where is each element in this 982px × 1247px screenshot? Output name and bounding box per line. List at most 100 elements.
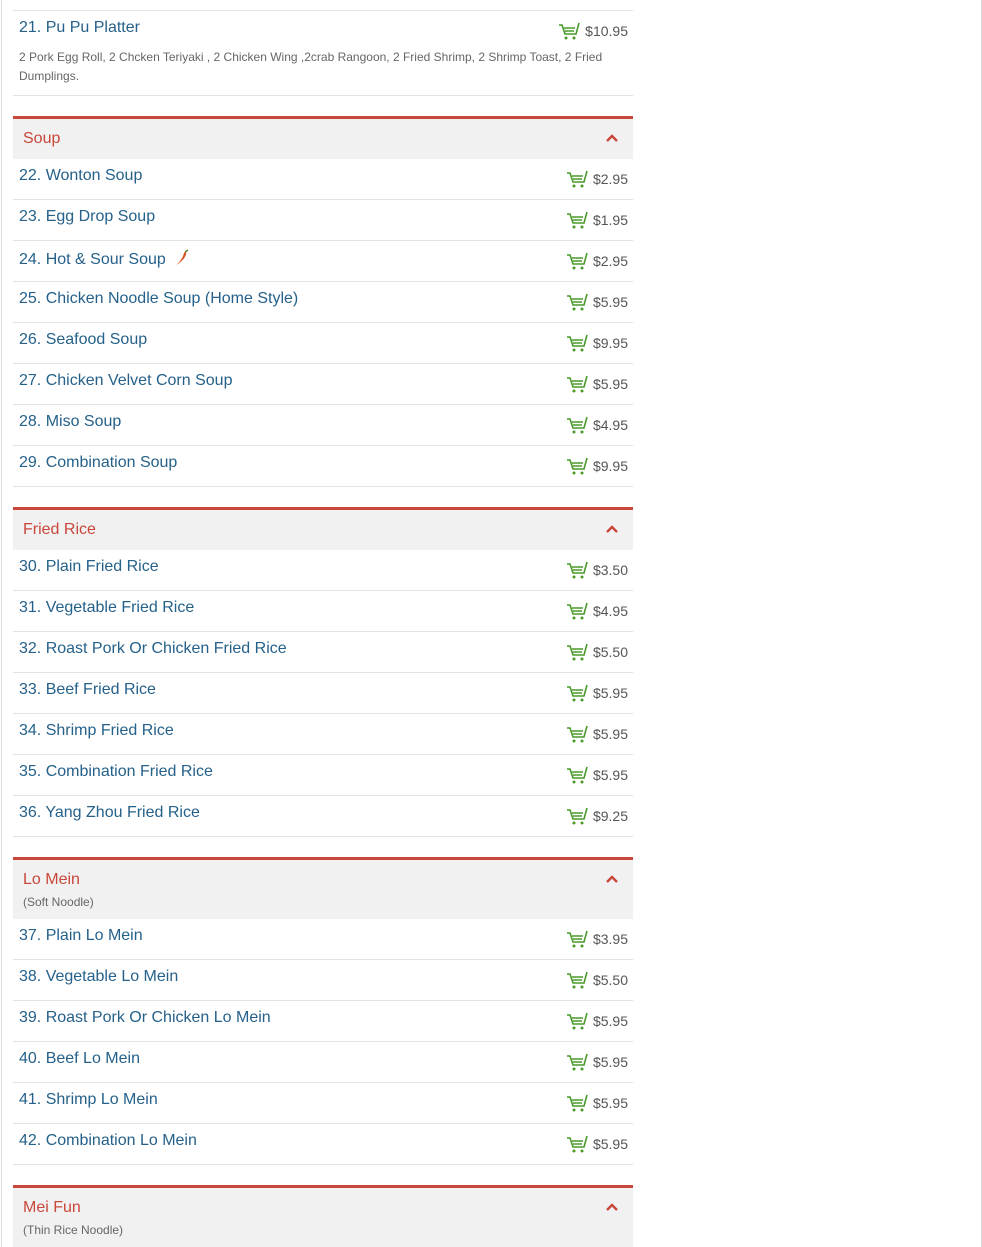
item-name[interactable]: 23. Egg Drop Soup — [19, 208, 155, 226]
item-name[interactable]: 41. Shrimp Lo Mein — [19, 1091, 158, 1109]
cart-icon — [566, 1053, 588, 1071]
add-to-cart-button[interactable]: $5.95 — [566, 1134, 628, 1154]
item-price: $2.95 — [592, 171, 628, 187]
chevron-up-icon[interactable] — [605, 874, 619, 884]
item-name-text: 40. Beef Lo Mein — [19, 1050, 140, 1067]
add-to-cart-button[interactable]: $5.50 — [566, 642, 628, 662]
item-name-text: 29. Combination Soup — [19, 454, 178, 471]
item-name[interactable]: 36. Yang Zhou Fried Rice — [19, 804, 200, 822]
item-name[interactable]: 22. Wonton Soup — [19, 167, 142, 185]
item-name[interactable]: 33. Beef Fried Rice — [19, 681, 156, 699]
menu-item[interactable]: 29. Combination Soup $9.95 — [13, 446, 633, 487]
menu-item[interactable]: 35. Combination Fried Rice $5.95 — [13, 755, 633, 796]
menu-item[interactable]: 33. Beef Fried Rice $5.95 — [13, 673, 633, 714]
add-to-cart-button[interactable]: $2.95 — [566, 251, 628, 271]
chevron-up-icon[interactable] — [605, 524, 619, 534]
add-to-cart-button[interactable]: $9.95 — [566, 333, 628, 353]
add-to-cart-button[interactable]: $4.95 — [566, 601, 628, 621]
item-price: $5.95 — [592, 726, 628, 742]
add-to-cart-button[interactable]: $5.50 — [566, 970, 628, 990]
cart-icon — [566, 293, 588, 311]
section-header-mei-fun[interactable]: Mei Fun (Thin Rice Noodle) — [13, 1185, 633, 1247]
chevron-up-icon[interactable] — [605, 1202, 619, 1212]
section-title: Soup — [23, 130, 61, 147]
cart-icon — [566, 684, 588, 702]
add-to-cart-button[interactable]: $9.95 — [566, 456, 628, 476]
add-to-cart-button[interactable]: $1.95 — [566, 210, 628, 230]
add-to-cart-button[interactable]: $5.95 — [566, 1052, 628, 1072]
menu-item[interactable]: 38. Vegetable Lo Mein $5.50 — [13, 960, 633, 1001]
add-to-cart-button[interactable]: $2.95 — [566, 169, 628, 189]
add-to-cart-button[interactable]: $5.95 — [566, 683, 628, 703]
item-name[interactable]: 21. Pu Pu Platter — [19, 19, 140, 36]
item-name-text: 38. Vegetable Lo Mein — [19, 968, 179, 985]
section-header-fried-rice[interactable]: Fried Rice — [13, 507, 633, 550]
menu-item[interactable]: 22. Wonton Soup $2.95 — [13, 159, 633, 200]
item-name[interactable]: 38. Vegetable Lo Mein — [19, 968, 178, 986]
item-name[interactable]: 30. Plain Fried Rice — [19, 558, 159, 576]
add-to-cart-button[interactable]: $9.25 — [566, 806, 628, 826]
menu-item[interactable]: 40. Beef Lo Mein $5.95 — [13, 1042, 633, 1083]
item-name[interactable]: 25. Chicken Noodle Soup (Home Style) — [19, 290, 298, 308]
item-name-text: 33. Beef Fried Rice — [19, 681, 156, 698]
item-name[interactable]: 26. Seafood Soup — [19, 331, 147, 349]
item-price: $10.95 — [585, 23, 628, 39]
section-header-soup[interactable]: Soup — [13, 116, 633, 159]
menu-item[interactable]: 26. Seafood Soup $9.95 — [13, 323, 633, 364]
menu-item[interactable]: 32. Roast Pork Or Chicken Fried Rice $5.… — [13, 632, 633, 673]
menu-item-pu-pu-platter[interactable]: 21. Pu Pu Platter $10.95 2 Pork Egg Roll… — [13, 10, 633, 96]
item-name-text: 36. Yang Zhou Fried Rice — [19, 804, 200, 821]
cart-icon — [566, 375, 588, 393]
add-to-cart-button[interactable]: $5.95 — [566, 374, 628, 394]
item-name-text: 34. Shrimp Fried Rice — [19, 722, 174, 739]
item-name-text: 37. Plain Lo Mein — [19, 927, 143, 944]
add-to-cart-button[interactable]: $5.95 — [566, 1011, 628, 1031]
item-name[interactable]: 35. Combination Fried Rice — [19, 763, 213, 781]
menu-item[interactable]: 25. Chicken Noodle Soup (Home Style) $5.… — [13, 282, 633, 323]
item-name[interactable]: 32. Roast Pork Or Chicken Fried Rice — [19, 640, 287, 658]
item-name[interactable]: 34. Shrimp Fried Rice — [19, 722, 174, 740]
section-mei-fun: Mei Fun (Thin Rice Noodle) — [13, 1185, 633, 1247]
add-to-cart-button[interactable]: $10.95 — [558, 21, 628, 41]
item-name[interactable]: 29. Combination Soup — [19, 454, 177, 472]
menu-item[interactable]: 23. Egg Drop Soup $1.95 — [13, 200, 633, 241]
menu-item[interactable]: 28. Miso Soup $4.95 — [13, 405, 633, 446]
item-name[interactable]: 28. Miso Soup — [19, 413, 121, 431]
item-price: $5.95 — [592, 294, 628, 310]
add-to-cart-button[interactable]: $4.95 — [566, 415, 628, 435]
item-name-text: 32. Roast Pork Or Chicken Fried Rice — [19, 640, 287, 657]
add-to-cart-button[interactable]: $5.95 — [566, 724, 628, 744]
item-name[interactable]: 40. Beef Lo Mein — [19, 1050, 140, 1068]
menu-item[interactable]: 39. Roast Pork Or Chicken Lo Mein $5.95 — [13, 1001, 633, 1042]
item-name[interactable]: 24. Hot & Sour Soup — [19, 249, 190, 269]
menu-item[interactable]: 34. Shrimp Fried Rice $5.95 — [13, 714, 633, 755]
item-name[interactable]: 37. Plain Lo Mein — [19, 927, 143, 945]
item-name[interactable]: 39. Roast Pork Or Chicken Lo Mein — [19, 1009, 271, 1027]
menu-item[interactable]: 27. Chicken Velvet Corn Soup $5.95 — [13, 364, 633, 405]
item-price: $3.50 — [592, 562, 628, 578]
item-name[interactable]: 31. Vegetable Fried Rice — [19, 599, 194, 617]
menu-item[interactable]: 41. Shrimp Lo Mein $5.95 — [13, 1083, 633, 1124]
item-name[interactable]: 42. Combination Lo Mein — [19, 1132, 197, 1150]
add-to-cart-button[interactable]: $3.50 — [566, 560, 628, 580]
cart-icon — [566, 561, 588, 579]
menu-item[interactable]: 36. Yang Zhou Fried Rice $9.25 — [13, 796, 633, 837]
add-to-cart-button[interactable]: $5.95 — [566, 292, 628, 312]
menu-item[interactable]: 31. Vegetable Fried Rice $4.95 — [13, 591, 633, 632]
menu-item[interactable]: 24. Hot & Sour Soup $2.95 — [13, 241, 633, 282]
item-name[interactable]: 27. Chicken Velvet Corn Soup — [19, 372, 232, 390]
add-to-cart-button[interactable]: $5.95 — [566, 1093, 628, 1113]
menu-item[interactable]: 30. Plain Fried Rice $3.50 — [13, 550, 633, 591]
cart-icon — [566, 766, 588, 784]
cart-icon — [566, 643, 588, 661]
item-price: $9.25 — [592, 808, 628, 824]
menu-list: 21. Pu Pu Platter $10.95 2 Pork Egg Roll… — [13, 10, 633, 1247]
add-to-cart-button[interactable]: $5.95 — [566, 765, 628, 785]
section-header-lo-mein[interactable]: Lo Mein (Soft Noodle) — [13, 857, 633, 919]
menu-item[interactable]: 42. Combination Lo Mein $5.95 — [13, 1124, 633, 1165]
chevron-up-icon[interactable] — [605, 133, 619, 143]
menu-item[interactable]: 37. Plain Lo Mein $3.95 — [13, 919, 633, 960]
add-to-cart-button[interactable]: $3.95 — [566, 929, 628, 949]
item-name-text: 39. Roast Pork Or Chicken Lo Mein — [19, 1009, 271, 1026]
item-price: $5.95 — [592, 1095, 628, 1111]
